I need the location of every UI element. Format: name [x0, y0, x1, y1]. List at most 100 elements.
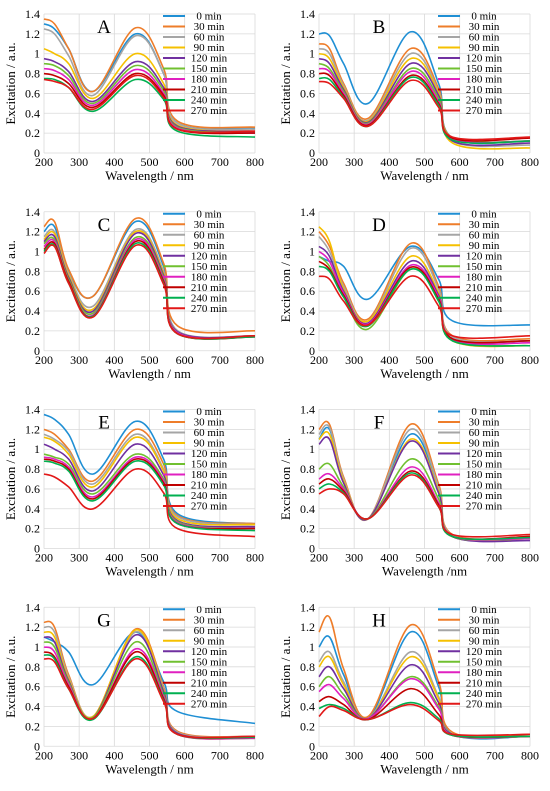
- legend-label: 150 min: [191, 459, 228, 471]
- y-tick-label: 0.6: [300, 86, 315, 100]
- y-tick-label: 0: [309, 739, 315, 753]
- y-tick-label: 1.4: [300, 403, 315, 417]
- x-tick-label: 600: [176, 155, 194, 169]
- series-line-30-min: [318, 614, 531, 738]
- y-tick-label: 0: [34, 344, 40, 358]
- x-axis-title: Wavelength / nm: [380, 761, 469, 776]
- legend-label: 210 min: [191, 282, 228, 294]
- x-tick-label: 700: [211, 551, 229, 565]
- x-tick-label: 200: [35, 748, 53, 762]
- legend-label: 120 min: [466, 250, 503, 262]
- legend-label: 150 min: [191, 656, 228, 668]
- x-tick-label: 200: [35, 155, 53, 169]
- series-line-30-min: [43, 18, 256, 129]
- x-tick-label: 700: [486, 155, 504, 169]
- y-tick-label: 1.4: [25, 600, 40, 614]
- legend-label: 90 min: [469, 635, 500, 647]
- x-tick-label: 500: [141, 353, 159, 367]
- x-tick-label: 700: [211, 748, 229, 762]
- series-line-270-min: [43, 468, 256, 538]
- x-axis-title: Wavelength / nm: [380, 366, 469, 381]
- x-tick-label: 600: [176, 353, 194, 367]
- panel-label: E: [98, 413, 110, 434]
- legend-label: 240 min: [191, 95, 228, 107]
- legend-label: 180 min: [191, 469, 228, 481]
- x-tick-label: 400: [105, 551, 123, 565]
- chart-panel-c: 0 0.2 0.4 0.6 0.8 1 1.2 1.4 200 300 400 500 600 700 80…: [3, 205, 264, 381]
- legend-label: 90 min: [469, 240, 500, 252]
- y-tick-label: 0.2: [300, 324, 315, 338]
- legend-label: 60 min: [194, 32, 225, 44]
- x-tick-label: 800: [521, 551, 539, 565]
- x-tick-label: 300: [70, 748, 88, 762]
- series-line-270-min: [318, 474, 531, 538]
- y-tick-label: 0.8: [300, 462, 315, 476]
- legend-label: 0 min: [196, 406, 222, 418]
- y-tick-label: 0.2: [25, 719, 40, 733]
- chart-panel-d: 0 0.2 0.4 0.6 0.8 1 1.2 1.4 200 300 400 500 600 700 80…: [278, 205, 539, 381]
- legend-label: 0 min: [196, 604, 222, 616]
- y-tick-label: 1.4: [300, 600, 315, 614]
- x-axis-title: Wavlength / nm: [108, 366, 191, 381]
- x-tick-label: 700: [486, 748, 504, 762]
- series-line-30-min: [43, 217, 256, 334]
- legend-label: 30 min: [469, 614, 500, 626]
- y-tick-label: 1.2: [300, 422, 315, 436]
- series-line-120-min: [318, 57, 531, 147]
- x-tick-label: 700: [486, 353, 504, 367]
- x-tick-label: 200: [35, 551, 53, 565]
- y-tick-label: 0.2: [300, 126, 315, 140]
- x-tick-label: 800: [521, 748, 539, 762]
- x-tick-label: 500: [416, 155, 434, 169]
- y-tick-label: 1.4: [300, 205, 315, 219]
- panel-label: A: [97, 17, 111, 38]
- panel-label: H: [372, 610, 386, 631]
- legend-label: 180 min: [466, 667, 503, 679]
- x-axis-title: Wavelength / nm: [105, 168, 194, 183]
- x-tick-label: 800: [246, 353, 264, 367]
- legend-label: 150 min: [191, 261, 228, 273]
- legend-label: 120 min: [191, 250, 228, 262]
- x-tick-label: 200: [310, 551, 328, 565]
- x-tick-label: 600: [451, 748, 469, 762]
- y-tick-label: 1.2: [25, 620, 40, 634]
- legend-label: 180 min: [466, 74, 503, 86]
- legend-label: 270 min: [191, 303, 228, 315]
- series-line-90-min: [318, 52, 531, 150]
- y-tick-label: 0.6: [25, 86, 40, 100]
- y-tick-label: 0.8: [25, 660, 40, 674]
- legend-label: 90 min: [194, 438, 225, 450]
- legend-label: 120 min: [191, 53, 228, 65]
- legend-label: 90 min: [194, 42, 225, 54]
- y-tick-label: 1.2: [25, 422, 40, 436]
- x-tick-label: 600: [176, 748, 194, 762]
- y-tick-label: 1.4: [25, 403, 40, 417]
- series-line-180-min: [43, 67, 256, 134]
- legend-label: 120 min: [191, 646, 228, 658]
- x-tick-label: 300: [70, 551, 88, 565]
- legend-label: 240 min: [191, 292, 228, 304]
- series-line-120-min: [43, 231, 256, 339]
- y-axis-title: Excitation / a.u.: [3, 636, 18, 718]
- legend-label: 150 min: [466, 656, 503, 668]
- y-tick-label: 1: [34, 244, 40, 258]
- series-line-90-min: [43, 47, 256, 132]
- chart-panel-e: 0 0.2 0.4 0.6 0.8 1 1.2 1.4 200 300 400 500 600 700 80…: [3, 403, 264, 579]
- x-tick-label: 500: [416, 748, 434, 762]
- x-tick-label: 300: [345, 353, 363, 367]
- legend-label: 60 min: [469, 229, 500, 241]
- x-tick-label: 400: [380, 155, 398, 169]
- legend-label: 180 min: [191, 271, 228, 283]
- y-tick-label: 1.2: [300, 620, 315, 634]
- legend-label: 0 min: [471, 406, 497, 418]
- y-axis-title: Excitation / a.u.: [3, 240, 18, 322]
- legend-label: 30 min: [194, 219, 225, 231]
- series-line-270-min: [318, 275, 531, 340]
- panel-label: F: [374, 413, 385, 434]
- legend-label: 0 min: [471, 208, 497, 220]
- x-tick-label: 500: [141, 551, 159, 565]
- y-tick-label: 1: [309, 640, 315, 654]
- y-tick-label: 1.2: [25, 225, 40, 239]
- y-tick-label: 0: [34, 739, 40, 753]
- y-tick-label: 1: [34, 640, 40, 654]
